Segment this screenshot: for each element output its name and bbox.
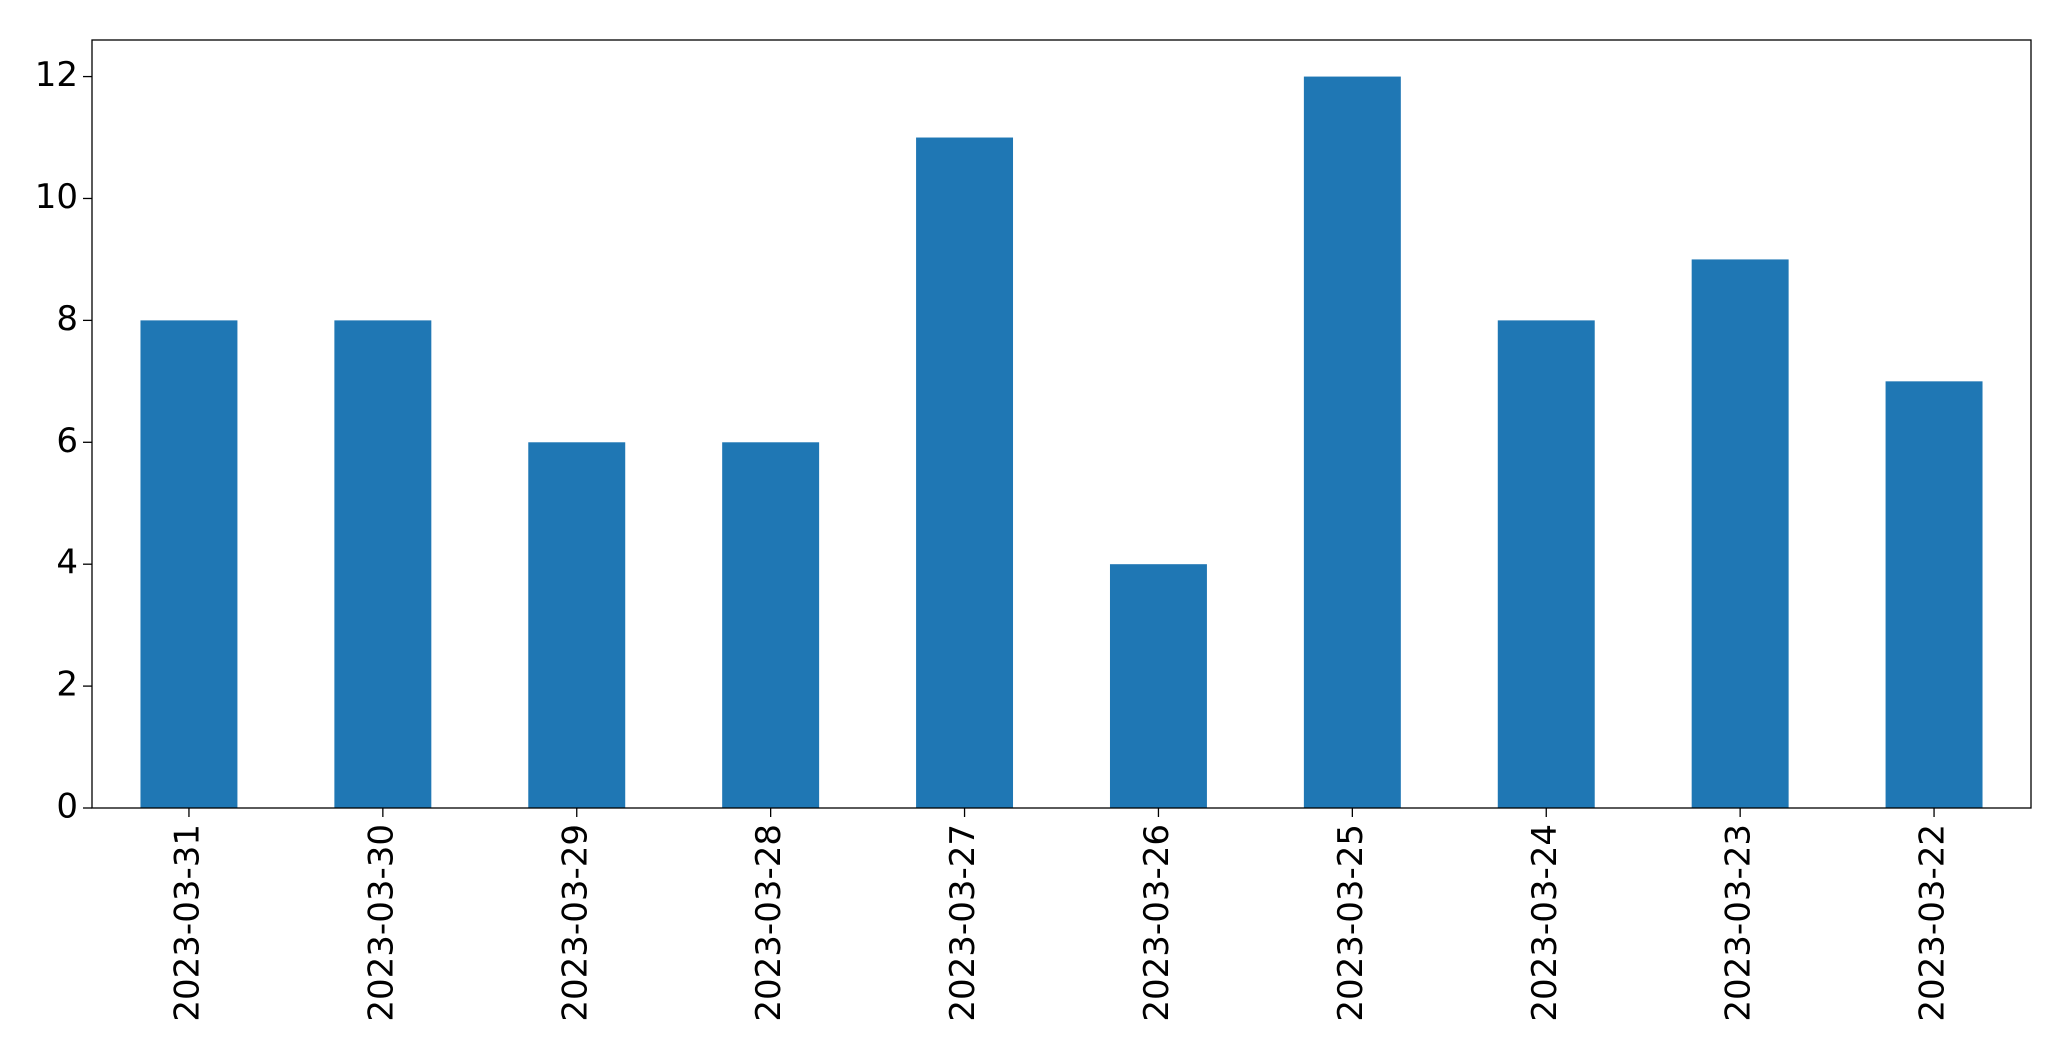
bar xyxy=(1109,564,1207,808)
x-tick-label: 2023-03-24 xyxy=(1525,824,1565,1022)
plot-frame xyxy=(91,39,2032,809)
bar xyxy=(140,320,238,808)
y-tick-label: 10 xyxy=(35,177,78,217)
bar xyxy=(916,137,1014,808)
x-tick-label: 2023-03-27 xyxy=(943,824,983,1022)
y-tick-label: 4 xyxy=(56,543,78,583)
bar xyxy=(1303,76,1401,809)
x-tick-label: 2023-03-23 xyxy=(1719,824,1759,1022)
x-tick-label: 2023-03-25 xyxy=(1331,824,1371,1022)
bar xyxy=(1497,320,1595,808)
bar xyxy=(334,320,432,808)
bar xyxy=(722,442,820,808)
bar xyxy=(1691,259,1789,808)
x-tick-label: 2023-03-31 xyxy=(167,824,207,1022)
x-tick-label: 2023-03-30 xyxy=(361,824,401,1022)
x-tick-label: 2023-03-22 xyxy=(1913,824,1953,1022)
y-tick-label: 12 xyxy=(35,55,78,95)
bar xyxy=(1885,381,1983,808)
y-tick-label: 8 xyxy=(56,299,78,339)
x-tick-label: 2023-03-29 xyxy=(555,824,595,1022)
y-tick-label: 2 xyxy=(56,665,78,705)
x-tick-label: 2023-03-28 xyxy=(749,824,789,1022)
y-tick-label: 6 xyxy=(56,421,78,461)
y-tick-label: 0 xyxy=(56,787,78,827)
bar xyxy=(528,442,626,808)
x-tick-label: 2023-03-26 xyxy=(1137,824,1177,1022)
